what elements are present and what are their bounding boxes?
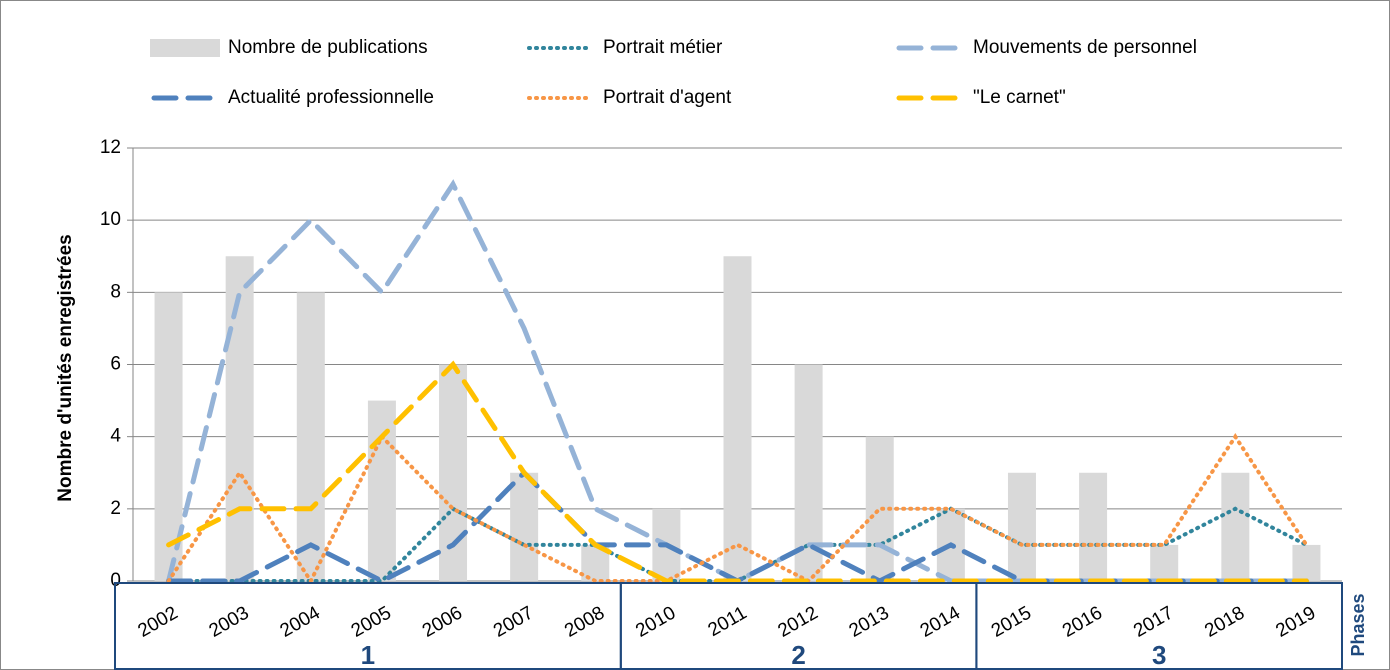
bar: [439, 364, 468, 581]
bar: [723, 256, 752, 581]
phase-label: 2: [791, 640, 805, 670]
y-tick-label: 4: [110, 426, 121, 447]
bar: [510, 472, 539, 581]
bar: [1292, 544, 1321, 581]
phase-box: [975, 582, 1343, 670]
phase-label: 1: [361, 640, 375, 670]
legend-label: Portrait d'agent: [603, 87, 732, 108]
y-tick-label: 2: [110, 498, 121, 519]
legend-label: "Le carnet": [973, 87, 1066, 108]
line-series: [166, 360, 1309, 584]
legend-swatch: [150, 39, 220, 57]
bar: [1150, 544, 1179, 581]
bar: [225, 256, 254, 581]
bar: [296, 292, 325, 581]
bar: [1221, 472, 1250, 581]
y-tick-label: 6: [110, 354, 121, 375]
y-tick-label: 8: [110, 281, 121, 302]
legend-label: Actualité professionnelle: [228, 87, 434, 108]
legend-label: Mouvements de personnel: [973, 37, 1197, 58]
bar: [1079, 472, 1108, 581]
legend-label: Portrait métier: [603, 37, 723, 58]
bar: [1007, 472, 1036, 581]
y-tick-label: 12: [100, 137, 121, 158]
y-axis-title: Nombre d'unités enregistrées: [55, 234, 76, 501]
line-series: [166, 433, 1309, 586]
y-tick-label: 10: [100, 209, 121, 230]
bar: [367, 400, 396, 581]
phase-label: 3: [1152, 640, 1166, 670]
phases-title: Phases: [1348, 593, 1368, 656]
y-tick-label: 0: [110, 570, 121, 591]
legend-label: Nombre de publications: [228, 37, 428, 58]
